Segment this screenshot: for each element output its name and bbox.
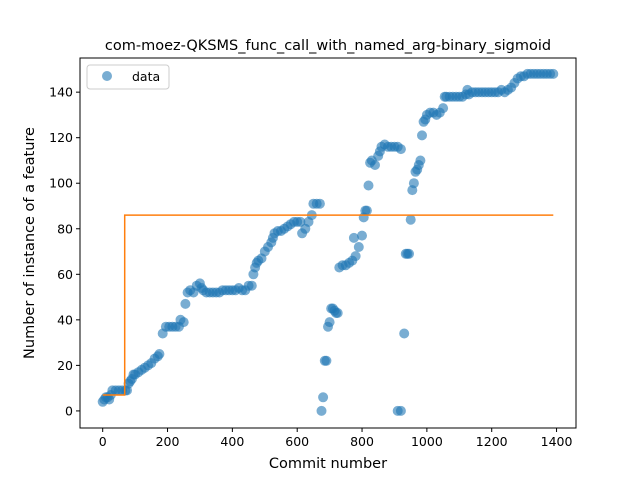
data-point bbox=[350, 251, 361, 262]
data-point bbox=[180, 298, 191, 309]
x-tick-label: 400 bbox=[220, 434, 244, 449]
data-point bbox=[395, 144, 406, 155]
data-point bbox=[332, 308, 343, 318]
y-axis-label: Number of instance of a feature bbox=[22, 127, 38, 359]
data-point bbox=[363, 180, 374, 191]
data-point bbox=[370, 160, 380, 170]
axes-frame bbox=[79, 57, 577, 429]
data-point bbox=[548, 68, 559, 79]
x-tick-label: 1000 bbox=[411, 434, 443, 449]
data-point bbox=[361, 205, 372, 216]
data-point bbox=[348, 232, 359, 243]
data-point bbox=[314, 198, 325, 209]
data-point bbox=[353, 242, 364, 252]
x-axis-label: Commit number bbox=[269, 456, 387, 472]
data-point bbox=[417, 130, 427, 141]
data-point bbox=[316, 405, 327, 416]
x-tick-label: 1200 bbox=[476, 434, 508, 449]
data-point bbox=[415, 155, 426, 166]
y-tick-label: 40 bbox=[57, 312, 73, 327]
data-point bbox=[324, 317, 335, 328]
legend: data bbox=[86, 64, 170, 90]
legend-marker-data bbox=[102, 71, 112, 81]
chart-title: com-moez-QKSMS_func_call_with_named_arg-… bbox=[105, 38, 551, 54]
x-axis-ticks: 0 200 400 600 800 1000 1200 1400 bbox=[99, 428, 573, 449]
data-point bbox=[246, 280, 257, 291]
y-tick-label: 80 bbox=[57, 221, 73, 236]
data-point bbox=[357, 230, 367, 241]
y-tick-label: 60 bbox=[57, 267, 73, 282]
data-point bbox=[404, 248, 414, 259]
data-point bbox=[178, 317, 189, 328]
y-tick-label: 120 bbox=[49, 130, 73, 145]
data-point bbox=[295, 216, 306, 227]
y-tick-label: 20 bbox=[57, 358, 73, 373]
step-line bbox=[102, 214, 554, 396]
legend-box bbox=[86, 64, 170, 90]
data-point bbox=[321, 355, 332, 366]
data-point bbox=[405, 214, 416, 225]
x-tick-label: 1400 bbox=[541, 434, 573, 449]
data-point bbox=[408, 178, 419, 189]
x-tick-label: 600 bbox=[285, 434, 309, 449]
plot-marks bbox=[97, 68, 559, 416]
y-tick-label: 0 bbox=[65, 403, 73, 418]
y-tick-label: 100 bbox=[49, 176, 73, 191]
data-point bbox=[395, 405, 406, 416]
y-axis-ticks: 0 20 40 60 80 100 120 140 bbox=[49, 85, 80, 418]
data-point bbox=[318, 392, 329, 403]
x-tick-label: 200 bbox=[156, 434, 180, 449]
legend-label-data: data bbox=[132, 69, 160, 84]
data-point bbox=[399, 328, 410, 339]
data-point bbox=[154, 349, 165, 359]
data-point bbox=[438, 103, 449, 114]
x-tick-label: 800 bbox=[350, 434, 374, 449]
y-tick-label: 140 bbox=[49, 85, 73, 100]
x-tick-label: 0 bbox=[99, 434, 107, 449]
